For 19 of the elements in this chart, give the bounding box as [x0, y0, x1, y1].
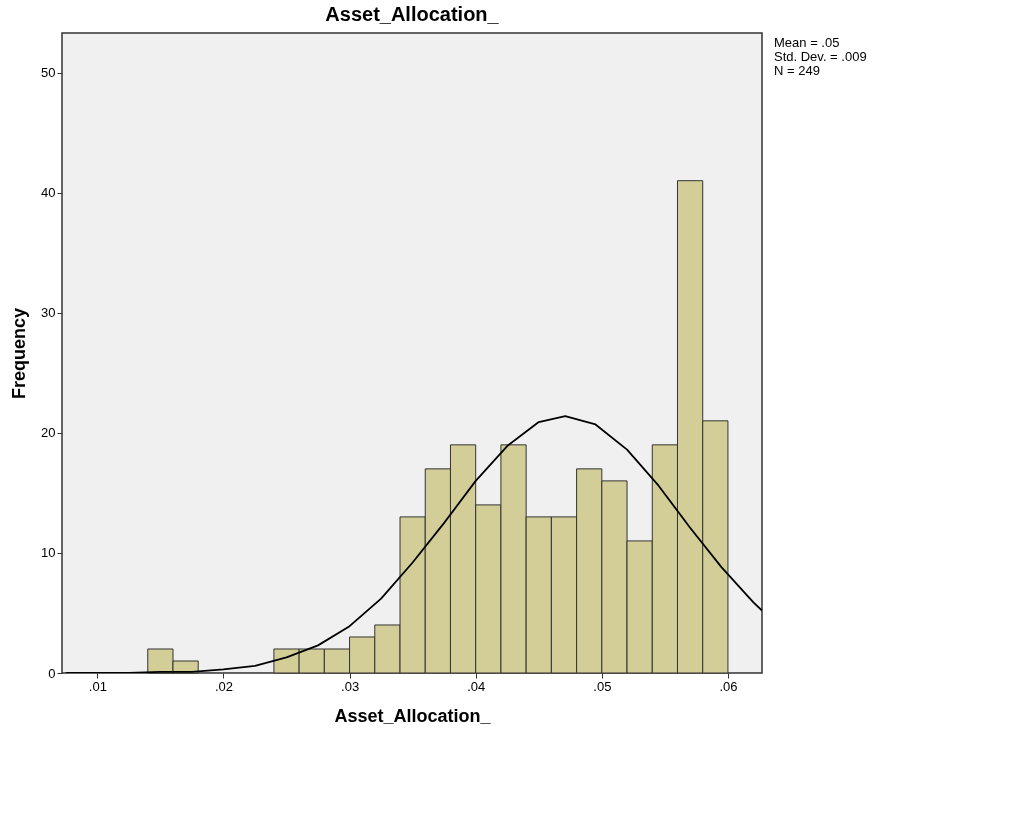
y-tick-label: 20 [41, 425, 56, 441]
x-tick-label: .04 [467, 678, 486, 694]
line-series [64, 415, 762, 673]
y-tick-label: 0 [48, 665, 56, 681]
y-tick-label: 30 [41, 305, 56, 321]
x-tick-label: .06 [719, 678, 738, 694]
y-tick-label: 40 [41, 185, 56, 201]
chart-title: Asset_Allocation_ [325, 3, 500, 25]
text: N = 249 [774, 63, 820, 78]
x-tick-label: .01 [88, 678, 107, 694]
y-tick-label: 50 [41, 65, 56, 81]
x-axis-title: Asset_Allocation_ [334, 705, 492, 726]
text: Std. Dev. = .009 [774, 49, 867, 64]
x-tick-label: .05 [593, 678, 612, 694]
x-tick-label: .03 [341, 678, 360, 694]
x-tick-label: .02 [214, 678, 233, 694]
y-axis-title: Frequency [9, 307, 30, 400]
text: Mean = .05 [774, 35, 840, 50]
y-tick-label: 10 [41, 545, 56, 561]
